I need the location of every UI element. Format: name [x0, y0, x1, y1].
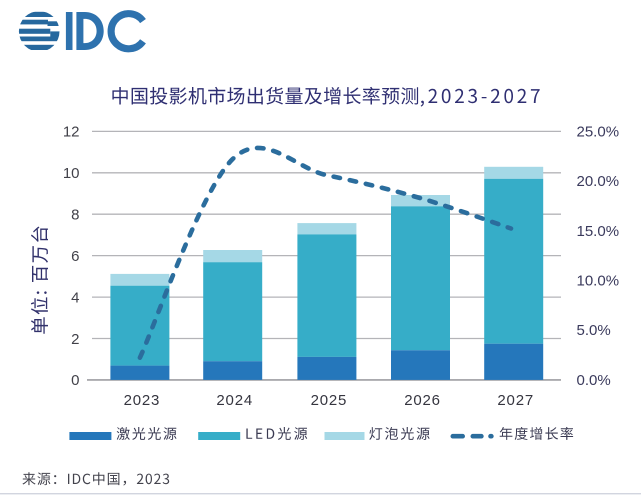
svg-text:0: 0	[71, 372, 79, 389]
svg-text:2: 2	[71, 331, 79, 348]
svg-text:2027: 2027	[497, 392, 534, 409]
svg-text:8: 8	[71, 207, 79, 224]
svg-text:10.0%: 10.0%	[577, 273, 620, 290]
svg-text:2024: 2024	[216, 392, 253, 409]
svg-text:10: 10	[63, 165, 80, 182]
svg-text:2025: 2025	[311, 392, 348, 409]
svg-text:0.0%: 0.0%	[577, 372, 611, 389]
svg-text:2023: 2023	[124, 392, 161, 409]
svg-text:6: 6	[71, 248, 79, 265]
svg-text:15.0%: 15.0%	[577, 223, 620, 240]
svg-text:20.0%: 20.0%	[577, 173, 620, 190]
svg-text:2026: 2026	[404, 392, 441, 409]
svg-text:25.0%: 25.0%	[577, 123, 620, 140]
svg-text:12: 12	[63, 124, 80, 141]
svg-text:4: 4	[71, 289, 79, 306]
svg-text:5.0%: 5.0%	[577, 322, 611, 339]
